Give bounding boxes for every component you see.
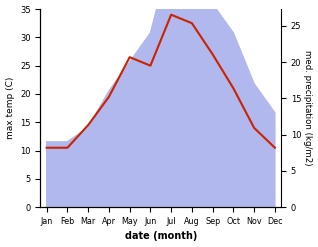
X-axis label: date (month): date (month)	[125, 231, 197, 242]
Y-axis label: med. precipitation (kg/m2): med. precipitation (kg/m2)	[303, 50, 313, 166]
Y-axis label: max temp (C): max temp (C)	[5, 77, 15, 139]
